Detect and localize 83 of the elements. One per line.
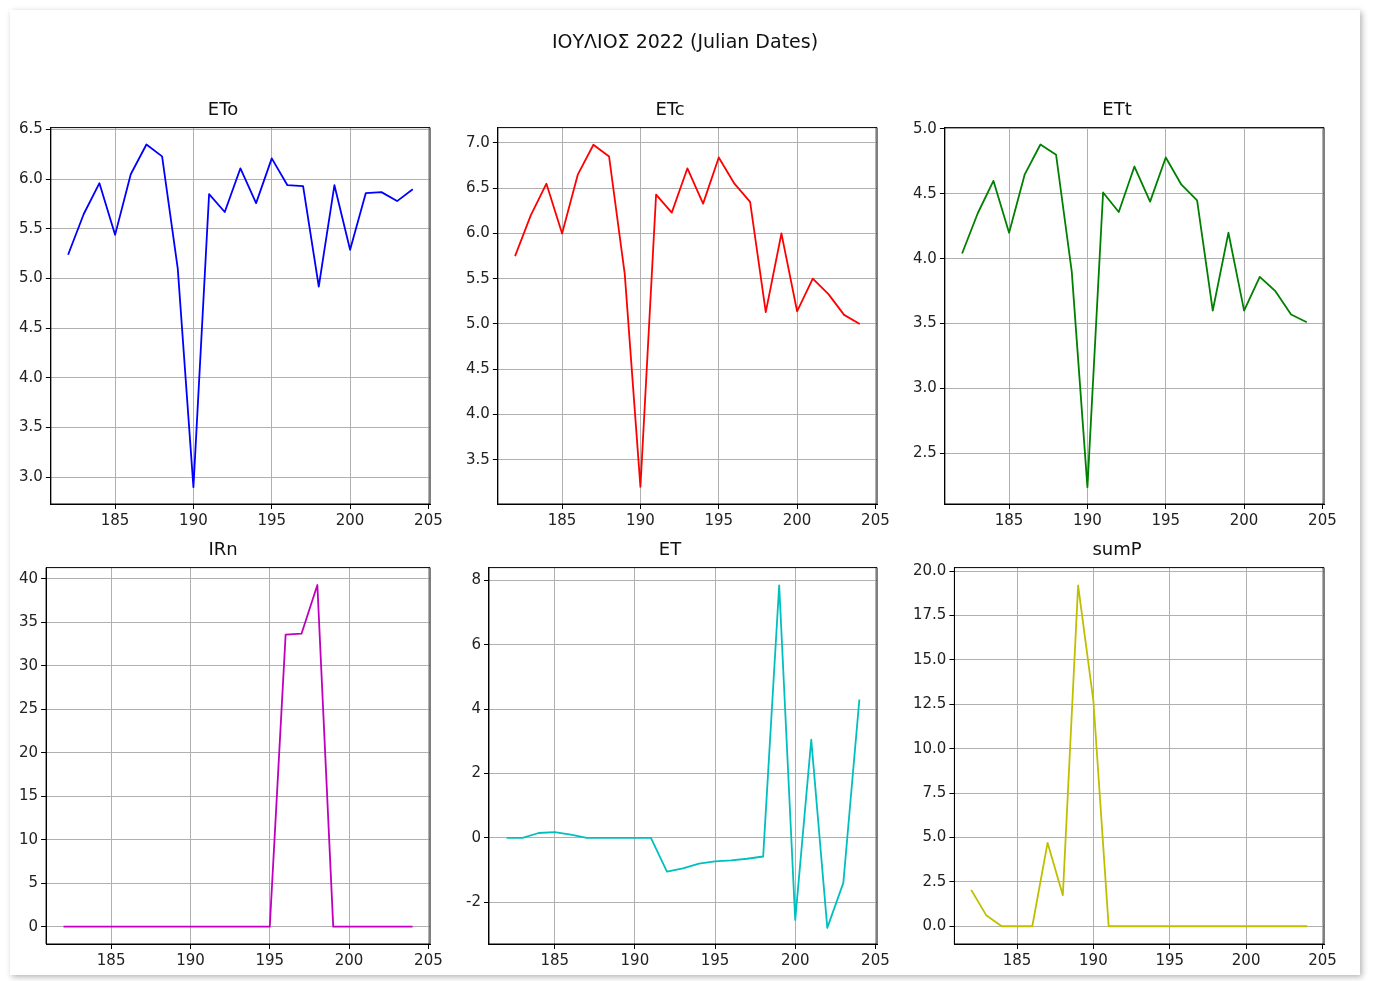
x-tick-label: 200 <box>1229 510 1259 529</box>
x-tick-label: 195 <box>1151 510 1181 529</box>
y-tick-label: 3.5 <box>19 417 43 436</box>
x-tick-label: 190 <box>176 950 205 969</box>
y-tick-label: 20 <box>18 742 39 761</box>
y-tick-label: 0 <box>28 916 39 935</box>
chart-title: sumP <box>1092 538 1142 560</box>
chart-title: ETo <box>207 98 239 120</box>
x-tick-label: 205 <box>414 510 443 529</box>
x-tick-label: 200 <box>1231 950 1261 969</box>
x-tick-label: 205 <box>861 510 890 529</box>
chart-title: ETc <box>655 98 685 120</box>
y-tick-label: 4 <box>471 699 481 718</box>
y-tick-label: 5.0 <box>922 827 947 846</box>
y-tick-label: 3.0 <box>19 467 43 486</box>
x-tick-label: 195 <box>257 510 287 529</box>
x-tick-label: 205 <box>414 950 443 969</box>
y-tick-label: 5.0 <box>466 313 490 332</box>
y-tick-label: 0.0 <box>922 916 947 935</box>
y-tick-label: 8 <box>471 570 481 589</box>
y-tick-label: 2 <box>471 763 481 782</box>
x-tick-label: 185 <box>100 510 130 529</box>
x-tick-label: 190 <box>626 510 655 529</box>
y-tick-label: 15.0 <box>912 649 947 668</box>
y-tick-label: 4.5 <box>19 318 43 337</box>
x-tick-label: 200 <box>335 510 365 529</box>
y-tick-label: 2.5 <box>913 443 937 462</box>
x-tick-label: 190 <box>620 950 650 969</box>
y-tick-label: 4.0 <box>913 248 937 267</box>
y-tick-label: 5.5 <box>466 268 490 287</box>
y-tick-label: 4.5 <box>466 359 490 378</box>
y-tick-label: 4.0 <box>19 367 43 386</box>
text: ΙΟΥΛΙΟΣ 2022 (Julian Dates) <box>550 30 820 52</box>
x-tick-label: 205 <box>861 950 890 969</box>
x-tick-label: 205 <box>1308 950 1337 969</box>
y-tick-label: 7.5 <box>922 782 947 801</box>
y-tick-label: 35 <box>18 612 39 631</box>
y-tick-label: 20.0 <box>912 561 947 580</box>
y-tick-label: 5.0 <box>913 118 937 137</box>
chart-title: ETt <box>1102 98 1132 120</box>
y-tick-label: 5.5 <box>19 218 43 237</box>
x-tick-label: 185 <box>547 510 577 529</box>
y-tick-label: 3.0 <box>913 378 937 397</box>
x-tick-label: 195 <box>1155 950 1185 969</box>
x-tick-label: 195 <box>704 510 734 529</box>
chart-title: ET <box>658 538 683 560</box>
y-tick-label: -2 <box>465 892 481 911</box>
y-tick-label: 25 <box>18 699 39 718</box>
x-tick-label: 200 <box>780 950 810 969</box>
x-tick-label: 185 <box>1002 950 1032 969</box>
y-tick-label: 30 <box>18 655 39 674</box>
y-tick-label: 7.0 <box>466 132 490 151</box>
x-tick-label: 195 <box>255 950 285 969</box>
y-tick-label: 6 <box>471 634 481 653</box>
y-tick-label: 6.5 <box>466 178 490 197</box>
y-tick-label: 40 <box>18 568 39 587</box>
x-tick-label: 205 <box>1308 510 1337 529</box>
x-tick-label: 185 <box>540 950 570 969</box>
x-tick-label: 190 <box>179 510 208 529</box>
x-tick-label: 195 <box>700 950 730 969</box>
x-tick-label: 190 <box>1079 950 1108 969</box>
y-tick-label: 10 <box>18 829 39 848</box>
x-tick-label: 200 <box>782 510 812 529</box>
y-tick-label: 10.0 <box>912 738 947 757</box>
y-tick-label: 17.5 <box>912 605 947 624</box>
y-tick-label: 12.5 <box>912 694 947 713</box>
y-tick-label: 3.5 <box>466 449 490 468</box>
x-tick-label: 185 <box>96 950 126 969</box>
y-tick-label: 4.0 <box>466 404 490 423</box>
x-tick-label: 200 <box>334 950 364 969</box>
y-tick-label: 4.5 <box>913 183 937 202</box>
y-tick-label: 3.5 <box>913 313 937 332</box>
x-tick-label: 185 <box>994 510 1024 529</box>
y-tick-label: 0 <box>471 827 481 846</box>
x-tick-label: 190 <box>1073 510 1102 529</box>
y-tick-label: 6.0 <box>19 169 43 188</box>
y-tick-label: 5 <box>28 873 39 892</box>
y-tick-label: 6.0 <box>466 223 490 242</box>
y-tick-label: 5.0 <box>19 268 43 287</box>
y-tick-label: 6.5 <box>19 119 43 138</box>
y-tick-label: 15 <box>18 786 39 805</box>
chart-title: IRn <box>208 538 238 560</box>
y-tick-label: 2.5 <box>922 871 947 890</box>
